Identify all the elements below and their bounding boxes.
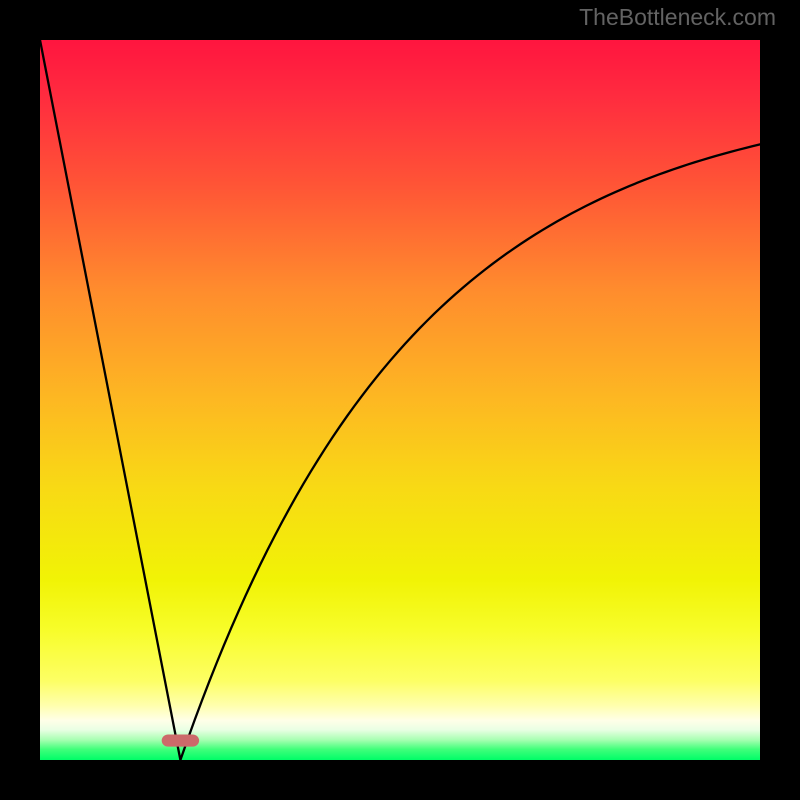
watermark-text: TheBottleneck.com: [579, 4, 776, 30]
plot-background: [40, 40, 760, 760]
optimal-marker: [162, 734, 199, 746]
chart-svg: TheBottleneck.com: [0, 0, 800, 800]
bottleneck-chart: TheBottleneck.com: [0, 0, 800, 800]
